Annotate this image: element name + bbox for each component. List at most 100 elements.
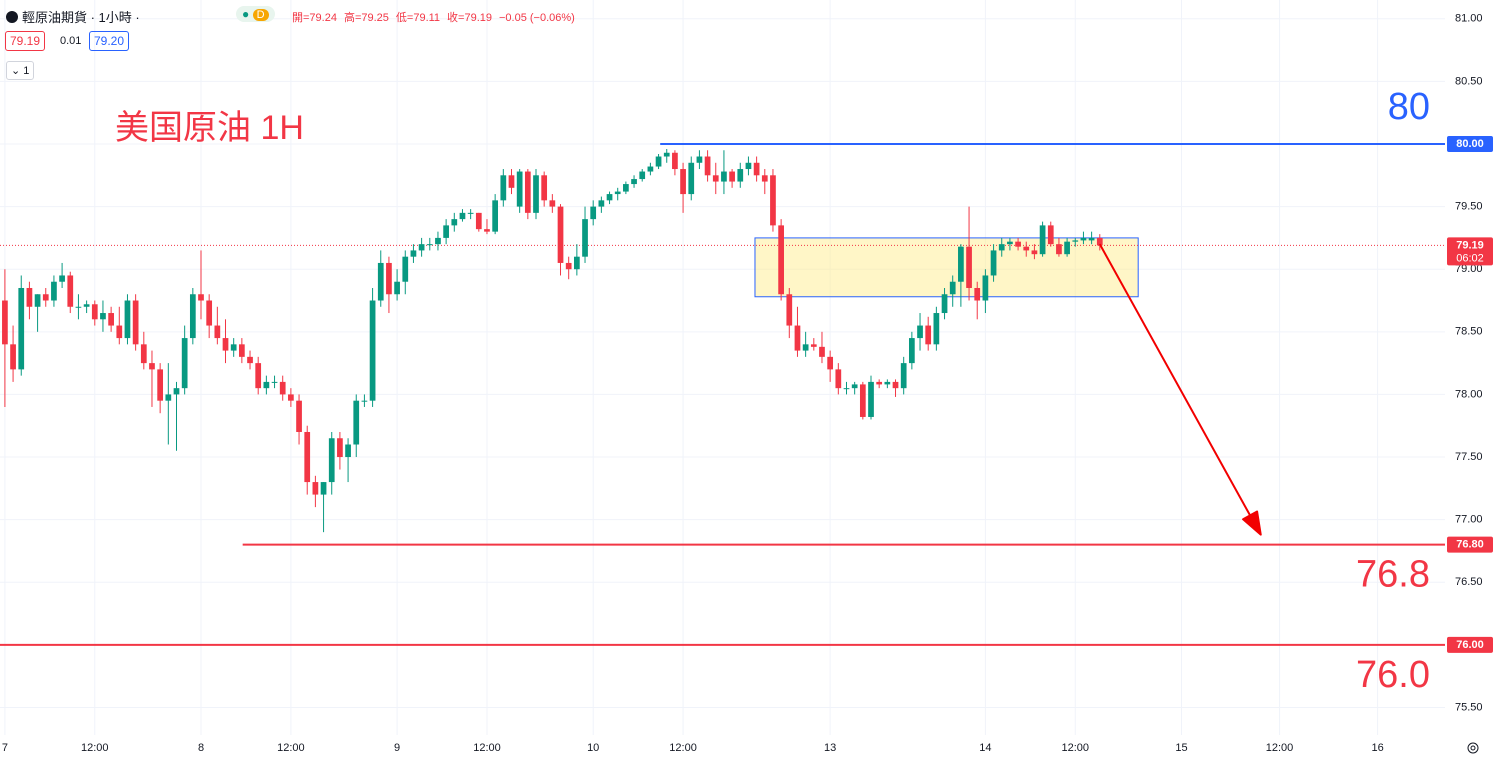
- candle-body: [623, 184, 629, 192]
- ohlc-value: 開=79.24: [292, 12, 337, 24]
- candle-body: [386, 262, 392, 295]
- ohlc-value: 收=79.19: [447, 12, 492, 24]
- candle-body: [353, 400, 360, 445]
- x-tick-label: 12:00: [277, 742, 305, 754]
- candle-body: [296, 400, 302, 432]
- y-tick-label: 81.00: [1455, 13, 1483, 25]
- settings-icon: [1467, 742, 1479, 754]
- candle-body: [345, 444, 351, 458]
- candle-body: [949, 281, 956, 295]
- x-tick-label: 12:00: [473, 742, 501, 754]
- candle-body: [435, 237, 441, 245]
- candle-body: [900, 363, 907, 389]
- arrow: [1098, 243, 1262, 536]
- y-tick-label: 80.50: [1455, 75, 1483, 87]
- candle-body: [925, 325, 932, 345]
- candle-body: [541, 175, 548, 201]
- candle-body: [304, 431, 311, 483]
- candle-body: [59, 275, 65, 282]
- buy-box[interactable]: 79.20: [89, 31, 130, 51]
- price-badge-label: 79.19: [1456, 239, 1484, 251]
- candle-body: [108, 313, 114, 326]
- candle-body: [328, 438, 335, 483]
- candle-body: [1023, 246, 1030, 251]
- candle-body: [663, 152, 670, 157]
- candle-body: [132, 300, 139, 345]
- candle-body: [255, 363, 262, 389]
- candle-body: [941, 294, 948, 314]
- chart-title: 美国原油 1H: [115, 109, 304, 147]
- candle-body: [933, 313, 940, 345]
- candle-body: [459, 212, 466, 220]
- candle-body: [794, 325, 801, 351]
- candle-body: [533, 175, 539, 213]
- candle-body: [410, 250, 417, 257]
- candle-body: [573, 256, 580, 270]
- candle-body: [214, 325, 221, 339]
- status[interactable]: ● D: [236, 6, 275, 22]
- candle-body: [247, 356, 253, 364]
- ohlc-value: 高=79.25: [343, 12, 389, 24]
- candle-body: [974, 287, 981, 301]
- zone: [754, 237, 1139, 298]
- candle-body: [590, 206, 597, 220]
- candle-body: [761, 175, 768, 182]
- candle-body: [810, 344, 817, 347]
- level-badge: [1447, 135, 1493, 152]
- candle-body: [606, 194, 613, 201]
- candle-body: [361, 400, 368, 402]
- candle-body: [966, 246, 972, 288]
- candle-body: [230, 344, 237, 351]
- candle-body: [91, 304, 98, 320]
- indicators-count: 1: [23, 65, 30, 77]
- candle-body: [165, 394, 172, 401]
- symbol[interactable]: 輕原油期貨 · 1小時 ·: [6, 7, 140, 26]
- candle-body: [729, 171, 735, 182]
- level-badge-label: 80.00: [1456, 138, 1484, 150]
- candle-body: [402, 256, 409, 282]
- candle-body: [908, 338, 915, 364]
- candle-body: [990, 250, 997, 276]
- level-text: 76.0: [1356, 654, 1430, 696]
- x-tick-label: 7: [2, 742, 8, 754]
- candle-body: [639, 171, 646, 180]
- candle-body: [157, 369, 164, 401]
- candle-body: [83, 304, 90, 307]
- badge: D: [252, 9, 269, 21]
- price-badge: [1447, 237, 1493, 266]
- candle-body: [26, 287, 33, 307]
- x-tick-label: 9: [394, 742, 400, 754]
- countdown: 06:02: [1456, 252, 1484, 264]
- candle-body: [704, 156, 711, 176]
- x-tick-label: 16: [1371, 742, 1383, 754]
- candle-body: [843, 388, 850, 390]
- x-tick-label: 14: [979, 742, 991, 754]
- y-tick-label: 77.50: [1455, 451, 1483, 463]
- candle-body: [508, 175, 515, 188]
- candle-body: [884, 381, 891, 385]
- candle-body: [655, 156, 662, 167]
- candle-body: [263, 381, 270, 389]
- candle-body: [377, 262, 384, 301]
- candle-body: [876, 381, 883, 385]
- candle-body: [851, 384, 858, 389]
- candle-body: [859, 384, 866, 417]
- candle-body: [802, 344, 809, 351]
- sell-box[interactable]: 79.19: [5, 31, 46, 51]
- candle-body: [140, 344, 147, 364]
- candle-body: [672, 152, 678, 170]
- candle-body: [786, 294, 793, 326]
- candle-body: [337, 438, 343, 458]
- candle-body: [51, 281, 57, 301]
- candle-body: [2, 300, 8, 345]
- candle-body: [500, 175, 507, 201]
- ohlc: 開=79.24 高=79.25 低=79.11 收=79.19 −0.05 (−0.06…: [292, 9, 575, 25]
- y-tick-label: 79.00: [1455, 263, 1483, 275]
- candle-body: [998, 244, 1005, 251]
- x-tick-label: 12:00: [81, 742, 109, 754]
- indicators-toggle[interactable]: ⌄ 1: [6, 61, 35, 80]
- candle-body: [181, 338, 188, 389]
- candle-body: [549, 200, 556, 207]
